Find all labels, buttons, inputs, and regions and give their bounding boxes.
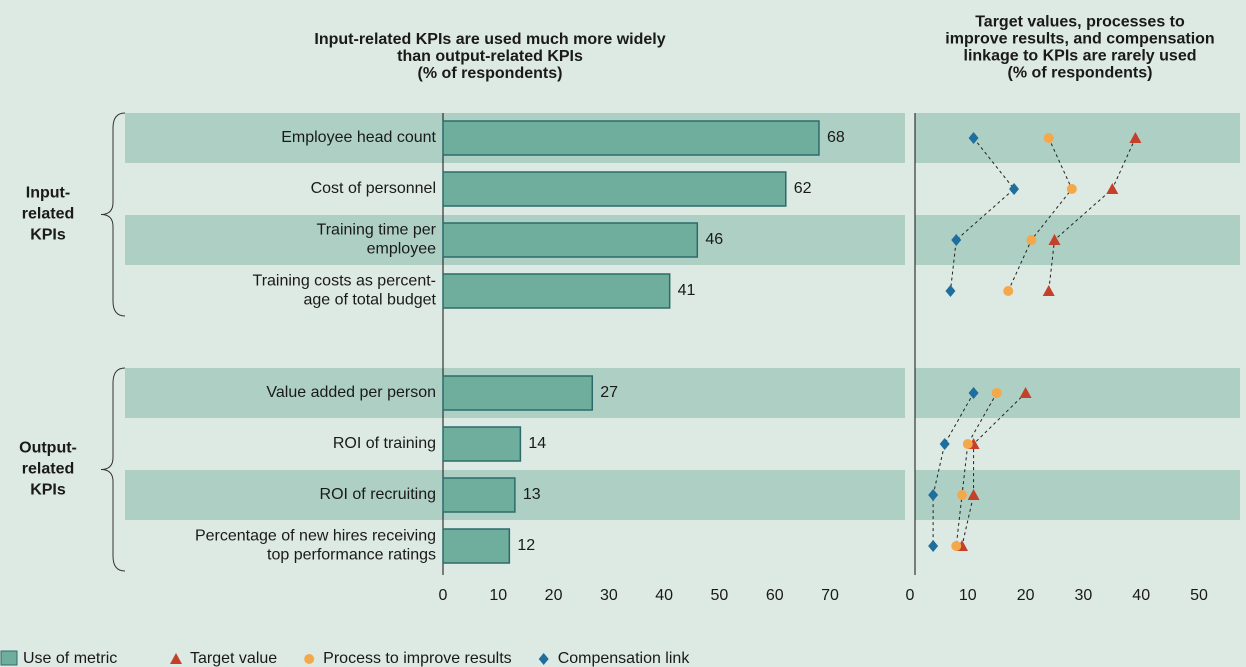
group-label: KPIs bbox=[30, 482, 66, 499]
legend-label: Compensation link bbox=[558, 650, 691, 667]
bar bbox=[442, 120, 820, 156]
dot bbox=[928, 540, 939, 552]
category-label: ROI of training bbox=[333, 435, 436, 452]
legend-marker bbox=[304, 654, 315, 664]
connector-line bbox=[961, 137, 1136, 547]
category-label: Value added per person bbox=[266, 384, 436, 401]
dot bbox=[1066, 184, 1077, 194]
bar bbox=[442, 477, 516, 513]
value-label: 27 bbox=[600, 384, 618, 401]
dot bbox=[962, 439, 973, 449]
dot bbox=[939, 438, 950, 450]
chart-title: linkage to KPIs are rarely used bbox=[964, 48, 1197, 65]
bar bbox=[442, 426, 522, 462]
dot bbox=[951, 234, 962, 246]
row-band bbox=[915, 113, 1240, 163]
category-label: Percentage of new hires receiving bbox=[195, 528, 436, 545]
dot bbox=[1042, 285, 1055, 296]
dot bbox=[1106, 183, 1119, 194]
chart-title: (% of respondents) bbox=[1008, 65, 1153, 82]
dot bbox=[945, 285, 956, 297]
category-label: age of total budget bbox=[303, 292, 436, 309]
x-tick-label: 20 bbox=[1017, 587, 1035, 604]
x-tick-label: 20 bbox=[545, 587, 563, 604]
dot bbox=[951, 541, 962, 551]
legend-marker bbox=[538, 653, 549, 665]
x-tick-label: 50 bbox=[1190, 587, 1208, 604]
dot bbox=[968, 387, 979, 399]
chart-title: Target values, processes to bbox=[975, 14, 1185, 31]
x-tick-label: 30 bbox=[1075, 587, 1093, 604]
x-tick-label: 0 bbox=[439, 587, 448, 604]
x-tick-label: 60 bbox=[766, 587, 784, 604]
dot bbox=[1048, 234, 1061, 245]
dot bbox=[1003, 286, 1014, 296]
dot bbox=[957, 490, 968, 500]
group-label: KPIs bbox=[30, 227, 66, 244]
legend-marker bbox=[170, 653, 182, 664]
connector-line bbox=[955, 137, 1073, 547]
dot bbox=[1043, 133, 1054, 143]
bar bbox=[442, 273, 671, 309]
category-label: Training time per bbox=[317, 222, 437, 239]
dot bbox=[1026, 235, 1037, 245]
legend-swatch bbox=[0, 650, 18, 666]
x-tick-label: 40 bbox=[655, 587, 673, 604]
bar bbox=[442, 171, 787, 207]
dot bbox=[928, 489, 939, 501]
category-label: Employee head count bbox=[281, 129, 436, 146]
dot bbox=[1129, 132, 1142, 143]
row-band bbox=[915, 470, 1240, 520]
value-label: 62 bbox=[794, 180, 812, 197]
value-label: 13 bbox=[523, 486, 541, 503]
value-label: 68 bbox=[827, 129, 845, 146]
group-label: Input- bbox=[26, 185, 70, 202]
x-tick-label: 0 bbox=[906, 587, 915, 604]
x-tick-label: 40 bbox=[1132, 587, 1150, 604]
bar bbox=[442, 528, 511, 564]
group-label: related bbox=[22, 461, 74, 478]
legend-label: Use of metric bbox=[23, 650, 117, 667]
group-label: Output- bbox=[19, 440, 77, 457]
value-label: 14 bbox=[528, 435, 546, 452]
dot bbox=[968, 132, 979, 144]
x-tick-label: 10 bbox=[959, 587, 977, 604]
category-label: Training costs as percent- bbox=[253, 273, 436, 290]
group-brace bbox=[100, 112, 126, 317]
chart-title: improve results, and compensation bbox=[945, 31, 1214, 48]
connector-line bbox=[932, 137, 1015, 546]
value-label: 12 bbox=[517, 537, 535, 554]
dot bbox=[1019, 387, 1032, 398]
chart-title: (% of respondents) bbox=[418, 65, 563, 82]
x-tick-label: 50 bbox=[711, 587, 729, 604]
bar bbox=[442, 375, 594, 411]
group-brace bbox=[100, 367, 126, 572]
x-tick-label: 10 bbox=[489, 587, 507, 604]
chart-title: Input-related KPIs are used much more wi… bbox=[314, 31, 665, 48]
category-label: ROI of recruiting bbox=[320, 486, 436, 503]
dot bbox=[1009, 183, 1020, 195]
x-tick-label: 30 bbox=[600, 587, 618, 604]
bar bbox=[442, 222, 699, 258]
category-label: Cost of personnel bbox=[311, 180, 436, 197]
value-label: 46 bbox=[705, 231, 723, 248]
legend-label: Process to improve results bbox=[323, 650, 512, 667]
category-label: employee bbox=[367, 241, 436, 258]
row-band bbox=[915, 215, 1240, 265]
category-label: top performance ratings bbox=[267, 547, 436, 564]
dot bbox=[967, 489, 980, 500]
group-label: related bbox=[22, 206, 74, 223]
dot bbox=[991, 388, 1002, 398]
value-label: 41 bbox=[678, 282, 696, 299]
chart-title: than output-related KPIs bbox=[397, 48, 583, 65]
legend-label: Target value bbox=[190, 650, 277, 667]
x-tick-label: 70 bbox=[821, 587, 839, 604]
